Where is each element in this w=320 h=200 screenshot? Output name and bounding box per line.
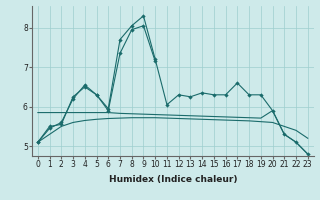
X-axis label: Humidex (Indice chaleur): Humidex (Indice chaleur)	[108, 175, 237, 184]
